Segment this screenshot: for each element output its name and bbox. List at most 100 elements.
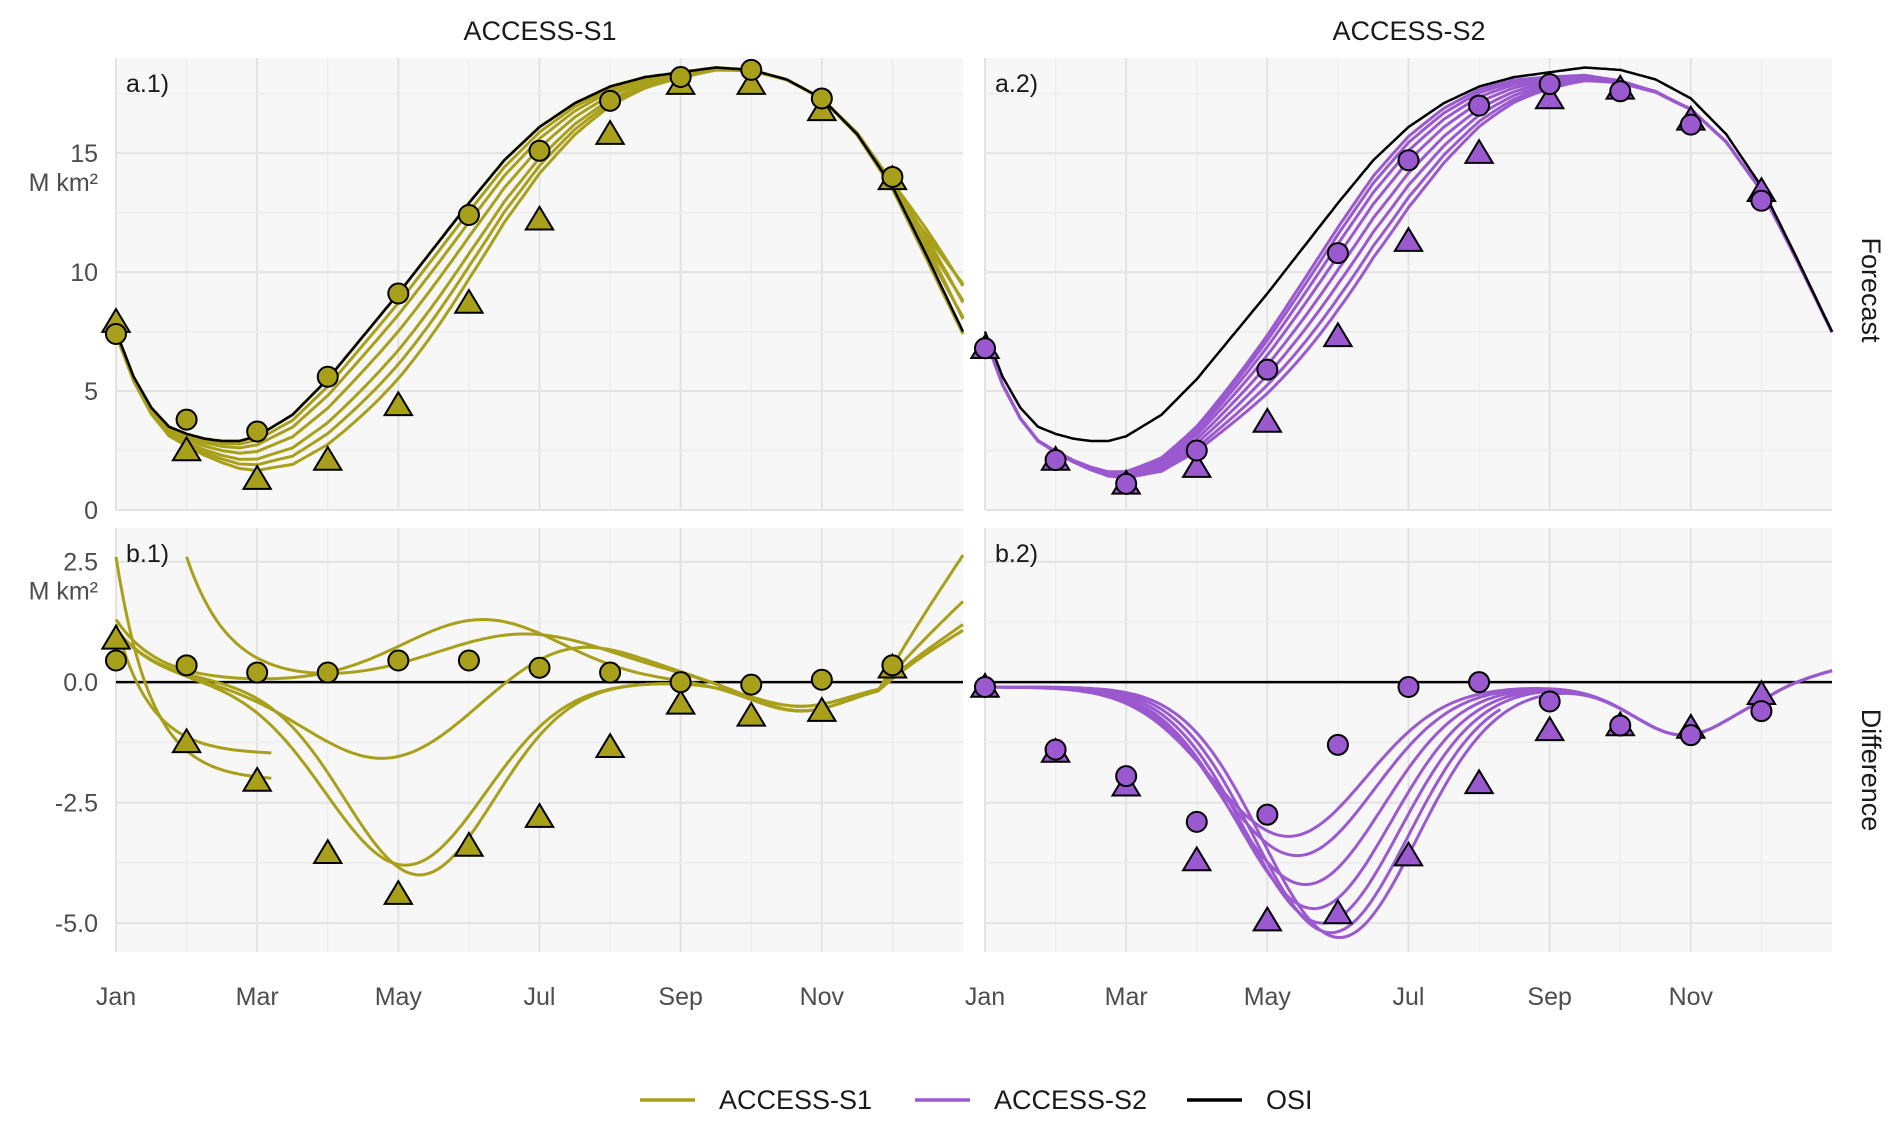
y-tick-label: 2.5 xyxy=(63,549,98,577)
access-s2-triangle-marker xyxy=(1534,83,1566,110)
access-s1-circle-marker xyxy=(175,654,198,677)
access-s1-triangle-marker xyxy=(453,831,485,857)
access-s2-circle-marker xyxy=(974,676,996,698)
access-s1-circle-marker xyxy=(881,654,904,677)
y-unit-label: M km² xyxy=(29,169,98,197)
legend-label-access-s2: ACCESS-S2 xyxy=(994,1085,1147,1115)
access-s2-circle-marker xyxy=(1115,472,1138,495)
access-s2-circle-marker xyxy=(974,337,996,360)
access-s2-circle-marker xyxy=(1185,439,1208,462)
access-s2-circle-marker xyxy=(1468,94,1491,117)
access-s1-circle-marker xyxy=(599,661,622,684)
x-tick-label: Jul xyxy=(1393,983,1425,1011)
y-tick-label: -2.5 xyxy=(55,790,98,818)
access-s1-circle-marker xyxy=(528,139,551,162)
access-s2-triangle-marker xyxy=(1463,138,1495,164)
access-s2-circle-marker xyxy=(1044,449,1067,472)
access-s1-circle-marker xyxy=(105,649,127,672)
access-s1-circle-marker xyxy=(740,673,763,696)
column-strip-access-s2: ACCESS-S2 xyxy=(1332,16,1485,46)
access-s2-circle-marker xyxy=(1397,676,1420,698)
panel-tag-b2: b.2) xyxy=(995,540,1038,568)
y-tick-label: 10 xyxy=(70,259,98,287)
x-tick-label: Nov xyxy=(800,983,845,1011)
y-tick-label: 0.0 xyxy=(63,669,98,697)
panel-tag-a1: a.1) xyxy=(126,70,169,98)
access-s2-circle-marker xyxy=(1326,733,1349,756)
access-s2-circle-marker xyxy=(1468,671,1491,694)
access-s1-triangle-marker xyxy=(241,766,273,792)
access-s1-triangle-marker xyxy=(241,464,273,490)
access-s1-triangle-marker xyxy=(171,727,202,754)
access-s2-triangle-marker xyxy=(1463,768,1495,795)
y-tick-label: 0 xyxy=(84,497,98,525)
access-s2-triangle-marker xyxy=(1322,321,1354,348)
y-tick-label: 15 xyxy=(70,140,98,168)
access-s1-triangle-marker xyxy=(594,732,626,758)
x-tick-label: May xyxy=(1244,983,1292,1011)
y-tick-label: -5.0 xyxy=(55,910,98,938)
access-s2-triangle-marker xyxy=(1534,715,1566,742)
access-s1-circle-marker xyxy=(387,649,410,672)
access-s1-triangle-marker xyxy=(171,435,202,462)
x-tick-label: Sep xyxy=(658,983,702,1011)
x-axis-left: Jan Mar May Jul Sep Nov xyxy=(96,983,845,1011)
access-s1-circle-marker xyxy=(457,204,480,227)
access-s1-circle-marker xyxy=(246,420,269,443)
access-s1-triangle-marker xyxy=(524,204,555,231)
panel-difference-access-s2: b.2) xyxy=(969,528,1833,952)
access-s1-circle-marker xyxy=(810,668,833,691)
access-s2-triangle-marker xyxy=(1181,452,1213,478)
access-s1-circle-marker xyxy=(599,89,622,112)
access-s2-triangle-marker xyxy=(1251,905,1283,932)
row-strip-forecast: Forecast xyxy=(1856,237,1886,343)
access-s1-circle-marker xyxy=(810,87,833,110)
x-tick-label: Mar xyxy=(1105,983,1148,1011)
access-s1-circle-marker xyxy=(881,165,904,188)
access-s2-circle-marker xyxy=(1538,690,1561,713)
access-s1-triangle-marker xyxy=(312,838,344,864)
access-s2-triangle-marker xyxy=(1393,226,1424,252)
access-s1-circle-marker xyxy=(316,661,339,684)
access-s1-triangle-marker xyxy=(594,119,626,145)
access-s1-circle-marker xyxy=(528,656,551,679)
access-s1-difference-trace xyxy=(114,556,272,780)
x-tick-label: Jan xyxy=(965,983,1005,1011)
access-s2-circle-marker xyxy=(1609,80,1632,103)
access-s2-circle-marker xyxy=(1679,113,1702,136)
access-s1-circle-marker xyxy=(669,66,692,89)
access-s2-circle-marker xyxy=(1256,358,1279,381)
legend-label-access-s1: ACCESS-S1 xyxy=(719,1085,872,1115)
access-s1-triangle-marker xyxy=(735,700,767,727)
access-s1-circle-marker xyxy=(669,671,692,694)
access-s1-triangle-marker xyxy=(806,696,838,722)
access-s1-triangle-marker xyxy=(524,802,555,828)
y-axis-forecast: 0 5 10 15M km² xyxy=(29,140,98,525)
panel-forecast-access-s2: a.2) xyxy=(969,58,1834,511)
y-axis-difference: -5.0 -2.5 0.0 2.5M km² xyxy=(29,549,98,938)
access-s1-circle-marker xyxy=(246,661,269,684)
osi-line xyxy=(983,66,1834,443)
access-s1-triangle-marker xyxy=(382,390,414,417)
access-s2-circle-marker xyxy=(1750,189,1773,212)
y-tick-label: 5 xyxy=(84,378,98,406)
access-s2-circle-marker xyxy=(1397,149,1420,172)
x-tick-label: Mar xyxy=(236,983,279,1011)
panel-tag-a2: a.2) xyxy=(995,70,1038,98)
access-s2-triangle-marker xyxy=(1181,845,1213,872)
access-s1-circle-marker xyxy=(175,408,198,431)
access-s2-circle-marker xyxy=(1538,73,1561,96)
access-s2-circle-marker xyxy=(1679,724,1702,747)
access-s1-circle-marker xyxy=(316,365,339,388)
access-s1-circle-marker xyxy=(105,322,127,345)
access-s1-triangle-marker xyxy=(382,879,414,905)
y-unit-label: M km² xyxy=(29,578,98,606)
row-strip-difference: Difference xyxy=(1856,709,1886,832)
access-s1-triangle-marker xyxy=(312,445,344,471)
access-s1-triangle-marker xyxy=(453,288,485,314)
panel-difference-access-s1: b.1) xyxy=(100,528,965,952)
panel-tag-b1: b.1) xyxy=(126,540,169,568)
panel-forecast-access-s1: a.1) xyxy=(100,58,965,511)
x-tick-label: Sep xyxy=(1527,983,1571,1011)
